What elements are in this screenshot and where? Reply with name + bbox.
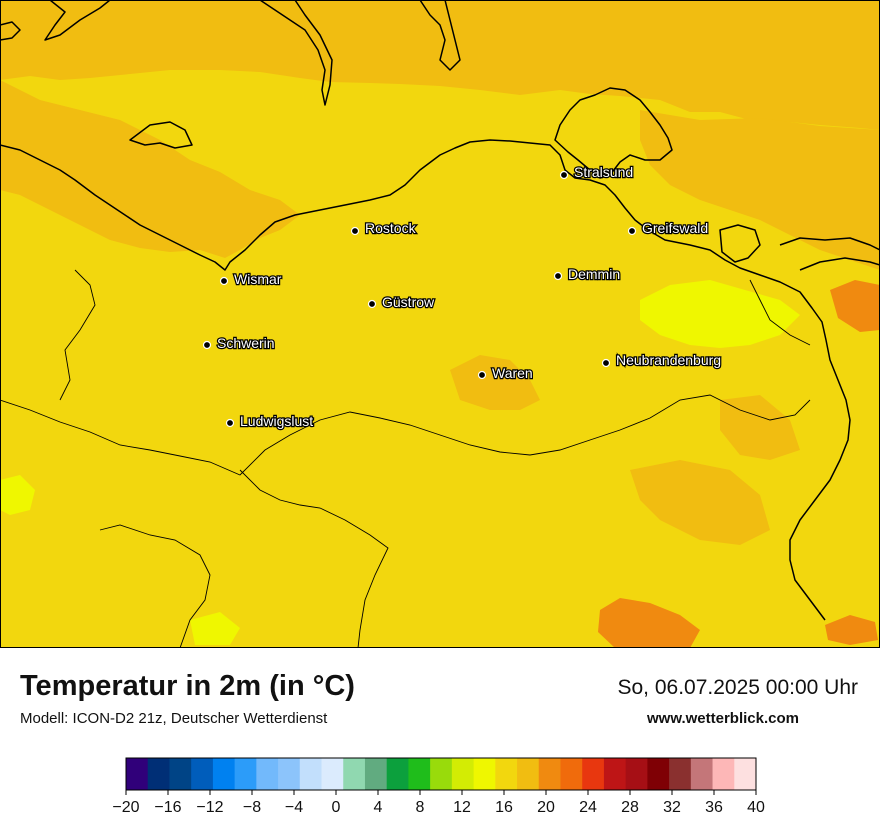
city-demmin: Demmin bbox=[553, 265, 621, 283]
forecast-datetime: So, 06.07.2025 00:00 Uhr bbox=[617, 676, 858, 699]
colorbar-bin bbox=[690, 758, 713, 790]
colorbar-bin bbox=[430, 758, 453, 790]
colorbar-tick-label: 8 bbox=[416, 799, 425, 816]
temperature-map: Stralsund Rostock Greifswald Wismar Demm… bbox=[0, 0, 880, 648]
warm-patch-waren bbox=[450, 355, 540, 410]
colorbar-bin bbox=[712, 758, 735, 790]
colorbar-bin bbox=[299, 758, 322, 790]
temperature-colorbar: −20 −16 −12 −8 −4 0 4 8 12 16 20 24 28 32 36 40 bbox=[112, 757, 765, 816]
warm-band-sea bbox=[0, 0, 880, 130]
city-name: Schwerin bbox=[217, 335, 275, 351]
colorbar-tick-label: −8 bbox=[243, 799, 261, 816]
warm-patch-south bbox=[630, 460, 770, 545]
city-waren: Waren bbox=[477, 364, 534, 382]
city-greifswald: Greifswald bbox=[627, 219, 709, 237]
colorbar-tick-label: −20 bbox=[112, 799, 139, 816]
colorbar-bin bbox=[191, 758, 214, 790]
city-neubrandenburg: Neubrandenburg bbox=[601, 351, 722, 369]
colorbar-tick-label: 0 bbox=[332, 799, 341, 816]
colorbar-bin bbox=[560, 758, 583, 790]
city-name: Ludwigslust bbox=[240, 413, 313, 429]
colorbar-bin bbox=[734, 758, 757, 790]
city-schwerin: Schwerin bbox=[202, 334, 276, 352]
hot-spot-southeast-2 bbox=[825, 615, 878, 645]
city-name: Demmin bbox=[568, 266, 620, 282]
colorbar-bin bbox=[169, 758, 192, 790]
city-name: Wismar bbox=[234, 271, 282, 287]
warm-patch-east bbox=[720, 395, 800, 460]
colorbar-bin bbox=[669, 758, 692, 790]
colorbar-bin bbox=[625, 758, 648, 790]
model-source: Modell: ICON-D2 21z, Deutscher Wetterdie… bbox=[20, 710, 328, 727]
colorbar-tick-label: 24 bbox=[579, 799, 597, 816]
colorbar-tick-label: 20 bbox=[537, 799, 555, 816]
colorbar-bin bbox=[386, 758, 409, 790]
colorbar-bin bbox=[256, 758, 279, 790]
colorbar-bin bbox=[495, 758, 518, 790]
warm-band-east bbox=[640, 110, 880, 270]
colorbar-tick-label: −4 bbox=[285, 799, 303, 816]
city-labels: Stralsund Rostock Greifswald Wismar Demm… bbox=[202, 163, 722, 430]
city-stralsund: Stralsund bbox=[559, 163, 634, 181]
website-link[interactable]: www.wetterblick.com bbox=[647, 710, 799, 727]
borders bbox=[0, 269, 811, 648]
city-name: Güstrow bbox=[382, 294, 435, 310]
colorbar-bin bbox=[451, 758, 474, 790]
colorbar-tick-label: 28 bbox=[621, 799, 639, 816]
colorbar-bin bbox=[538, 758, 561, 790]
cool-patch-southwest bbox=[0, 475, 35, 515]
city-name: Rostock bbox=[365, 220, 417, 236]
colorbar-bin bbox=[278, 758, 301, 790]
colorbar-bin bbox=[647, 758, 670, 790]
city-rostock: Rostock bbox=[350, 219, 418, 237]
warm-band-west bbox=[0, 80, 300, 258]
city-guestrow: Güstrow bbox=[367, 293, 436, 311]
colorbar-tick-label: −12 bbox=[196, 799, 223, 816]
colorbar-bin bbox=[582, 758, 605, 790]
coastline bbox=[0, 0, 880, 621]
colorbar-tick-label: 4 bbox=[374, 799, 383, 816]
city-name: Greifswald bbox=[642, 220, 708, 236]
colorbar-tick-label: 32 bbox=[663, 799, 681, 816]
colorbar-tick-label: −16 bbox=[154, 799, 181, 816]
city-name: Neubrandenburg bbox=[616, 352, 721, 368]
city-name: Waren bbox=[492, 365, 533, 381]
city-ludwigslust: Ludwigslust bbox=[225, 412, 315, 430]
map-title: Temperatur in 2m (in °C) bbox=[20, 670, 355, 702]
colorbar-frame bbox=[125, 757, 757, 791]
hot-spot-east bbox=[830, 280, 880, 332]
colorbar-bin bbox=[321, 758, 344, 790]
hot-spot-southeast bbox=[598, 598, 700, 648]
colorbar-bin bbox=[517, 758, 540, 790]
colorbar-tick-label: 12 bbox=[453, 799, 471, 816]
cool-patch-south bbox=[190, 612, 240, 645]
colorbar-tick-label: 40 bbox=[747, 799, 765, 816]
colorbar-tick-label: 36 bbox=[705, 799, 723, 816]
colorbar-tick-label: 16 bbox=[495, 799, 513, 816]
colorbar-bin bbox=[234, 758, 257, 790]
city-name: Stralsund bbox=[574, 164, 633, 180]
colorbar-bin bbox=[408, 758, 431, 790]
city-wismar: Wismar bbox=[219, 270, 283, 288]
colorbar-bin bbox=[147, 758, 170, 790]
colorbar-bin bbox=[364, 758, 388, 790]
colorbar-bin bbox=[212, 758, 236, 790]
colorbar-bin bbox=[473, 758, 496, 790]
colorbar-bin bbox=[126, 758, 149, 790]
colorbar-bin bbox=[343, 758, 366, 790]
colorbar-bin bbox=[603, 758, 627, 790]
cool-patch-east bbox=[640, 280, 800, 348]
